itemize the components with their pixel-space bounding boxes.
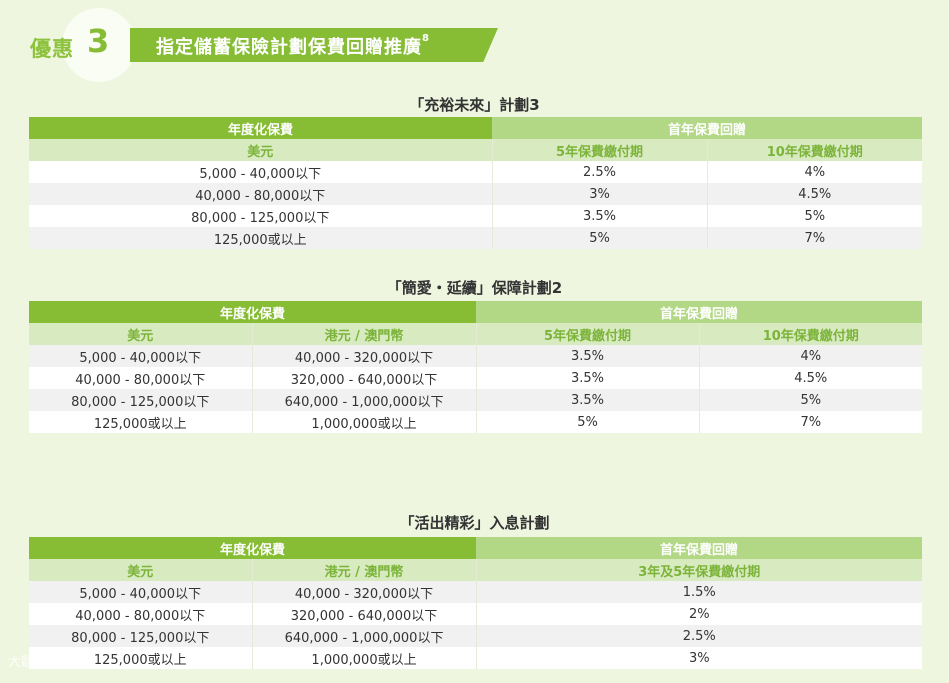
promo-label: 優惠 [30,37,74,61]
cell-usd: 40,000 - 80,000以下 [29,367,253,389]
cell-rebate-3-5yr: 1.5% [476,581,923,603]
cell-usd: 80,000 - 125,000以下 [29,389,253,411]
table-row: 40,000 - 80,000以下 320,000 - 640,000以下 3.… [29,367,923,389]
cell-usd: 5,000 - 40,000以下 [29,581,253,603]
cell-rebate-10yr: 4% [699,345,923,367]
cell-rebate-5yr: 3.5% [492,205,708,227]
cell-rebate-10yr: 4.5% [707,183,923,205]
premium-header: 年度化保費 [29,537,477,559]
cell-usd: 40,000 - 80,000以下 [29,603,253,625]
promo-number-circle [62,8,136,82]
cell-rebate-10yr: 4% [707,161,923,183]
cell-hkd-mop: 1,000,000或以上 [252,647,477,669]
table-row: 125,000或以上 5% 7% [29,227,923,249]
col-hkd-mop: 港元 / 澳門幣 [252,559,477,581]
plan1-table: 年度化保費 首年保費回贈 美元 5年保費繳付期 10年保費繳付期 5,000 -… [29,117,923,249]
cell-rebate-5yr: 3.5% [476,367,700,389]
cell-hkd-mop: 1,000,000或以上 [252,411,477,433]
cell-rebate-5yr: 5% [492,227,708,249]
premium-header: 年度化保費 [29,301,477,323]
premium-header: 年度化保費 [29,117,492,139]
cell-usd: 80,000 - 125,000以下 [29,625,253,647]
cell-rebate-3-5yr: 2.5% [476,625,923,647]
plan2-header-row: 年度化保費 首年保費回贈 [29,301,923,323]
cell-rebate-10yr: 5% [699,389,923,411]
table-row: 5,000 - 40,000以下 40,000 - 320,000以下 1.5% [29,581,923,603]
cell-rebate-10yr: 5% [707,205,923,227]
table-row: 80,000 - 125,000以下 640,000 - 1,000,000以下… [29,625,923,647]
promo-number: 3 [87,22,110,60]
cell-rebate-10yr: 7% [707,227,923,249]
rebate-header: 首年保費回贈 [476,537,923,559]
col-10yr: 10年保費繳付期 [699,323,923,345]
col-3-5yr: 3年及5年保費繳付期 [476,559,923,581]
col-usd: 美元 [29,559,253,581]
cell-usd: 80,000 - 125,000以下 [29,205,493,227]
col-5yr: 5年保費繳付期 [476,323,700,345]
plan1-subheader-row: 美元 5年保費繳付期 10年保費繳付期 [29,139,923,161]
cell-hkd-mop: 40,000 - 320,000以下 [252,581,477,603]
cell-rebate-10yr: 7% [699,411,923,433]
cell-usd: 125,000或以上 [29,227,493,249]
cell-usd: 125,000或以上 [29,647,253,669]
cell-usd: 5,000 - 40,000以下 [29,345,253,367]
cell-rebate-5yr: 3% [492,183,708,205]
table-row: 40,000 - 80,000以下 320,000 - 640,000以下 2% [29,603,923,625]
cell-usd: 5,000 - 40,000以下 [29,161,493,183]
cell-rebate-5yr: 3.5% [476,389,700,411]
cell-usd: 125,000或以上 [29,411,253,433]
cell-hkd-mop: 40,000 - 320,000以下 [252,345,477,367]
rebate-header: 首年保費回贈 [492,117,923,139]
plan2-subheader-row: 美元 港元 / 澳門幣 5年保費繳付期 10年保費繳付期 [29,323,923,345]
cell-rebate-5yr: 2.5% [492,161,708,183]
rebate-header: 首年保費回贈 [476,301,923,323]
promo-title: 指定儲蓄保險計劃保費回贈推廣8 [156,33,430,59]
plan3-header-row: 年度化保費 首年保費回贈 [29,537,923,559]
plan1-title: 「充裕未來」計劃3 [409,96,540,114]
cell-hkd-mop: 640,000 - 1,000,000以下 [252,389,477,411]
cell-rebate-5yr: 5% [476,411,700,433]
table-row: 125,000或以上 1,000,000或以上 3% [29,647,923,669]
col-10yr: 10年保費繳付期 [707,139,923,161]
plan3-title: 「活出精彩」入息計劃 [399,514,550,532]
plan2-table: 年度化保費 首年保費回贈 美元 港元 / 澳門幣 5年保費繳付期 10年保費繳付… [29,301,923,433]
promo-title-text: 指定儲蓄保險計劃保費回贈推廣 [156,37,422,58]
cell-rebate-3-5yr: 2% [476,603,923,625]
col-usd: 美元 [29,323,253,345]
plan3-subheader-row: 美元 港元 / 澳門幣 3年及5年保費繳付期 [29,559,923,581]
cell-hkd-mop: 320,000 - 640,000以下 [252,603,477,625]
col-5yr: 5年保費繳付期 [492,139,708,161]
cell-usd: 40,000 - 80,000以下 [29,183,493,205]
col-usd: 美元 [29,139,493,161]
cell-hkd-mop: 640,000 - 1,000,000以下 [252,625,477,647]
table-row: 80,000 - 125,000以下 3.5% 5% [29,205,923,227]
plan2-title: 「簡愛・延續」保障計劃2 [386,279,563,297]
watermark: 大歐聯盟 [8,655,61,670]
cell-rebate-5yr: 3.5% [476,345,700,367]
cell-rebate-10yr: 4.5% [699,367,923,389]
plan1-header-row: 年度化保費 首年保費回贈 [29,117,923,139]
table-row: 5,000 - 40,000以下 2.5% 4% [29,161,923,183]
table-row: 80,000 - 125,000以下 640,000 - 1,000,000以下… [29,389,923,411]
footnote-marker: 8 [422,33,430,44]
col-hkd-mop: 港元 / 澳門幣 [252,323,477,345]
plan3-table: 年度化保費 首年保費回贈 美元 港元 / 澳門幣 3年及5年保費繳付期 5,00… [29,537,923,669]
promo-header: 優惠 3 指定儲蓄保險計劃保費回贈推廣8 [0,0,949,90]
table-row: 125,000或以上 1,000,000或以上 5% 7% [29,411,923,433]
cell-rebate-3-5yr: 3% [476,647,923,669]
table-row: 40,000 - 80,000以下 3% 4.5% [29,183,923,205]
cell-hkd-mop: 320,000 - 640,000以下 [252,367,477,389]
promo-title-banner: 指定儲蓄保險計劃保費回贈推廣8 [130,28,498,62]
table-row: 5,000 - 40,000以下 40,000 - 320,000以下 3.5%… [29,345,923,367]
